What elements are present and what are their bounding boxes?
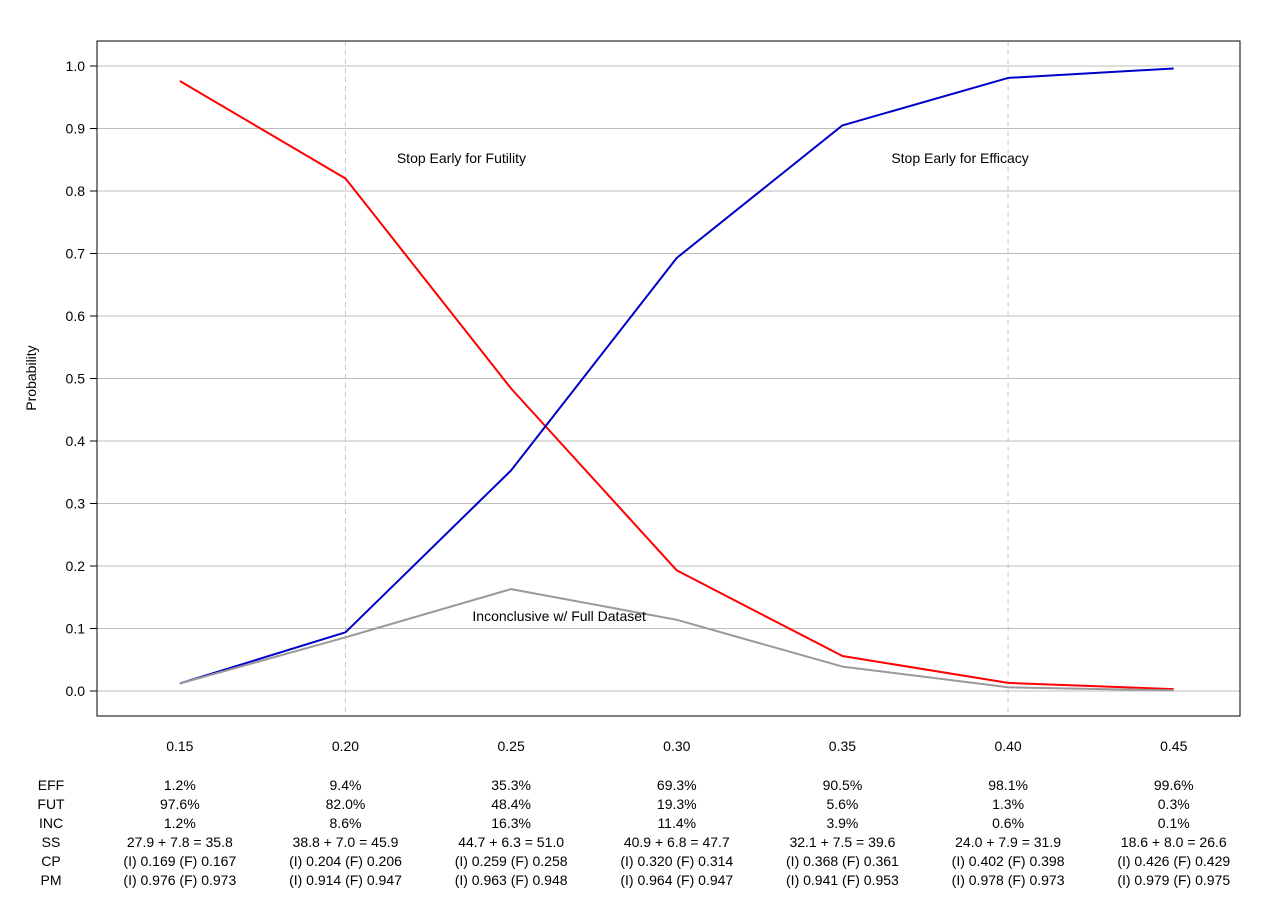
annotations: Stop Early for Futility Stop Early for Ef… [397,150,1029,624]
y-tick-label: 0.2 [66,558,86,574]
table-cell: 90.5% [823,777,863,793]
grid [97,41,1240,716]
y-tick-label: 0.4 [66,433,86,449]
table-row-label: CP [41,853,60,869]
table-cell: (I) 0.941 (F) 0.953 [786,872,899,888]
table-cell: 0.1% [1158,815,1190,831]
table-row-label: EFF [38,777,64,793]
series-line-2 [179,67,1174,685]
annotation-label: Inconclusive w/ Full Dataset [472,608,646,624]
table-cell: 1.2% [164,777,196,793]
x-tick-label: 0.45 [1160,738,1187,754]
table-cell: 35.3% [491,777,531,793]
table-cell: 82.0% [326,796,366,812]
table-cell: (I) 0.169 (F) 0.167 [123,853,236,869]
table-cell: 19.3% [657,796,697,812]
series-lines [179,67,1174,692]
x-tick-label: 0.15 [166,738,193,754]
table-cell: (I) 0.320 (F) 0.314 [620,853,733,869]
table-cell: (I) 0.978 (F) 0.973 [952,872,1065,888]
summary-table: EFF 1.2% 9.4% 35.3% 69.3% 90.5% 98.1% 99.6% FUT 9… [37,777,1230,888]
table-cell: 69.3% [657,777,697,793]
table-cell: 32.1 + 7.5 = 39.6 [789,834,895,850]
annotation-label: Stop Early for Futility [397,150,526,166]
table-cell: 11.4% [657,815,696,831]
table-cell: 8.6% [330,815,362,831]
table-cell: 1.3% [992,796,1024,812]
y-tick-label: 0.3 [66,496,86,512]
y-tick-label: 1.0 [66,58,86,74]
y-tick-label: 0.5 [66,371,86,387]
table-cell: (I) 0.259 (F) 0.258 [455,853,568,869]
table-cell: (I) 0.402 (F) 0.398 [952,853,1065,869]
table-cell: 0.3% [1158,796,1190,812]
table-cell: (I) 0.204 (F) 0.206 [289,853,402,869]
axes: 0.0 0.1 0.2 0.3 0.4 0.5 0.6 0.7 0.8 0.9 1.0 0.15 0.2… [66,58,1188,754]
table-cell: 99.6% [1154,777,1194,793]
table-cell: 38.8 + 7.0 = 45.9 [293,834,399,850]
y-tick-label: 0.0 [66,683,86,699]
y-tick-label: 0.7 [66,246,86,262]
table-row-label: FUT [37,796,65,812]
table-cell: 24.0 + 7.9 = 31.9 [955,834,1061,850]
table-row-label: INC [39,815,63,831]
x-tick-label: 0.40 [994,738,1021,754]
table-cell: 98.1% [988,777,1028,793]
table-cell: 3.9% [826,815,858,831]
table-cell: (I) 0.914 (F) 0.947 [289,872,402,888]
table-cell: 27.9 + 7.8 = 35.8 [127,834,233,850]
x-tick-label: 0.35 [829,738,856,754]
x-tick-label: 0.20 [332,738,359,754]
y-tick-label: 0.1 [66,621,86,637]
y-axis-label: Probability [23,345,39,410]
table-cell: (I) 0.963 (F) 0.948 [455,872,568,888]
table-row-label: SS [42,834,61,850]
x-tick-label: 0.30 [663,738,690,754]
table-cell: (I) 0.976 (F) 0.973 [123,872,236,888]
table-cell: 0.6% [992,815,1024,831]
table-cell: (I) 0.964 (F) 0.947 [620,872,733,888]
table-cell: 9.4% [330,777,362,793]
annotation-label: Stop Early for Efficacy [891,150,1028,166]
table-cell: 5.6% [826,796,858,812]
table-cell: 48.4% [491,796,531,812]
table-cell: 97.6% [160,796,200,812]
table-cell: 1.2% [164,815,196,831]
series-line-3 [179,588,1174,692]
y-tick-label: 0.6 [66,308,86,324]
table-cell: (I) 0.426 (F) 0.429 [1117,853,1230,869]
table-cell: 18.6 + 8.0 = 26.6 [1121,834,1227,850]
table-cell: (I) 0.368 (F) 0.361 [786,853,899,869]
table-cell: 16.3% [491,815,531,831]
y-tick-label: 0.8 [66,183,86,199]
table-cell: (I) 0.979 (F) 0.975 [1117,872,1230,888]
table-cell: 40.9 + 6.8 = 47.7 [624,834,730,850]
table-row-label: PM [41,872,62,888]
series-line-1 [179,80,1174,691]
table-cell: 44.7 + 6.3 = 51.0 [458,834,564,850]
x-tick-label: 0.25 [498,738,525,754]
y-tick-label: 0.9 [66,121,86,137]
